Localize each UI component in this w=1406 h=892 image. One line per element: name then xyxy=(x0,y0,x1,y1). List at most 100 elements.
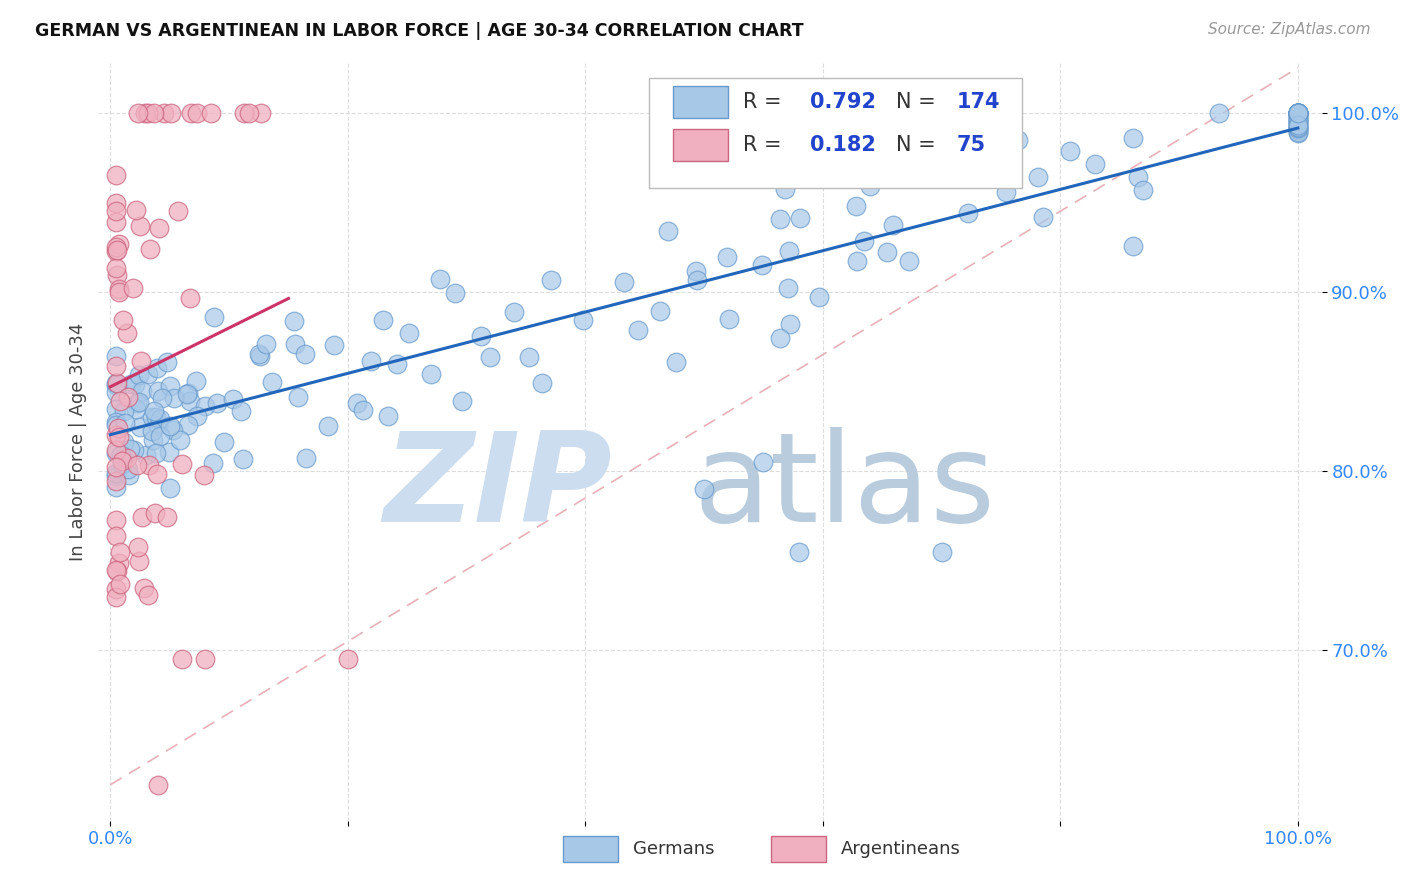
Point xyxy=(249,349,271,363)
Text: Argentineans: Argentineans xyxy=(841,840,960,858)
Point xyxy=(107,282,129,296)
Point xyxy=(994,186,1017,200)
Point xyxy=(429,272,451,286)
Point xyxy=(128,554,150,568)
Point xyxy=(139,242,162,256)
Point xyxy=(194,652,217,666)
Point xyxy=(105,349,128,363)
Point xyxy=(1286,105,1309,120)
Point xyxy=(346,396,368,410)
Text: 0.182: 0.182 xyxy=(810,135,876,155)
Point xyxy=(443,285,465,300)
Point xyxy=(146,384,169,399)
Point xyxy=(398,326,420,340)
Point xyxy=(146,361,169,376)
Text: R =: R = xyxy=(742,135,789,155)
Point xyxy=(105,563,128,577)
Point xyxy=(1084,157,1107,171)
Point xyxy=(108,556,131,570)
Point xyxy=(998,131,1021,145)
Point xyxy=(1286,105,1309,120)
Point xyxy=(1286,105,1309,120)
Point xyxy=(105,468,128,483)
Point xyxy=(1286,115,1309,129)
Text: R =: R = xyxy=(742,92,789,112)
Point xyxy=(1286,120,1309,134)
Point xyxy=(124,443,146,458)
Point xyxy=(138,458,160,472)
Point xyxy=(166,203,188,218)
Point xyxy=(294,450,316,465)
Point xyxy=(127,105,149,120)
Point xyxy=(105,564,128,578)
Point xyxy=(503,304,526,318)
Point xyxy=(146,417,169,432)
Point xyxy=(107,430,129,444)
Point xyxy=(693,482,716,496)
Point xyxy=(250,105,273,120)
Point xyxy=(186,105,208,120)
Point xyxy=(105,268,128,282)
Point xyxy=(1026,169,1049,184)
Point xyxy=(1286,105,1309,120)
Point xyxy=(769,331,792,345)
Text: N =: N = xyxy=(896,92,942,112)
Point xyxy=(956,206,979,220)
Point xyxy=(105,244,128,259)
Point xyxy=(202,456,225,470)
Point xyxy=(136,588,159,602)
Point xyxy=(149,429,172,443)
Y-axis label: In Labor Force | Age 30-34: In Labor Force | Age 30-34 xyxy=(69,322,87,561)
Point xyxy=(1286,126,1309,140)
Point xyxy=(176,387,198,401)
Point xyxy=(131,510,153,524)
Point xyxy=(105,442,128,457)
Point xyxy=(110,576,132,591)
Point xyxy=(1286,109,1309,123)
Point xyxy=(232,452,254,467)
Point xyxy=(1286,105,1309,120)
Point xyxy=(127,458,149,473)
Point xyxy=(141,424,163,438)
Point xyxy=(1126,170,1149,185)
Point xyxy=(931,545,953,559)
Point xyxy=(207,395,229,409)
Point xyxy=(169,433,191,447)
Point xyxy=(122,281,145,295)
Point xyxy=(751,258,773,272)
Point xyxy=(1122,131,1144,145)
Point xyxy=(179,394,201,409)
Point xyxy=(517,350,540,364)
Bar xyxy=(673,86,728,118)
Point xyxy=(1122,239,1144,253)
Point xyxy=(112,404,135,418)
Point xyxy=(170,652,193,666)
Point xyxy=(419,368,441,382)
Point xyxy=(162,423,184,437)
Point xyxy=(105,591,128,605)
Point xyxy=(1286,105,1309,120)
Point xyxy=(107,421,129,435)
Point xyxy=(163,391,186,405)
Point xyxy=(789,211,811,226)
Point xyxy=(105,446,128,460)
Point xyxy=(231,404,253,418)
Point xyxy=(316,419,339,434)
Point xyxy=(105,513,128,527)
Point xyxy=(752,455,775,469)
Point xyxy=(105,582,128,596)
Point xyxy=(129,419,152,434)
Point xyxy=(222,392,245,406)
Point xyxy=(105,480,128,494)
Point xyxy=(159,379,181,393)
Point xyxy=(156,510,179,524)
Point xyxy=(1286,105,1309,120)
Point xyxy=(1032,210,1054,224)
Point xyxy=(105,401,128,416)
Point xyxy=(1286,105,1309,120)
Point xyxy=(779,318,801,332)
Point xyxy=(769,212,792,227)
Text: 174: 174 xyxy=(957,92,1001,112)
Point xyxy=(776,281,799,295)
Point xyxy=(322,338,344,352)
